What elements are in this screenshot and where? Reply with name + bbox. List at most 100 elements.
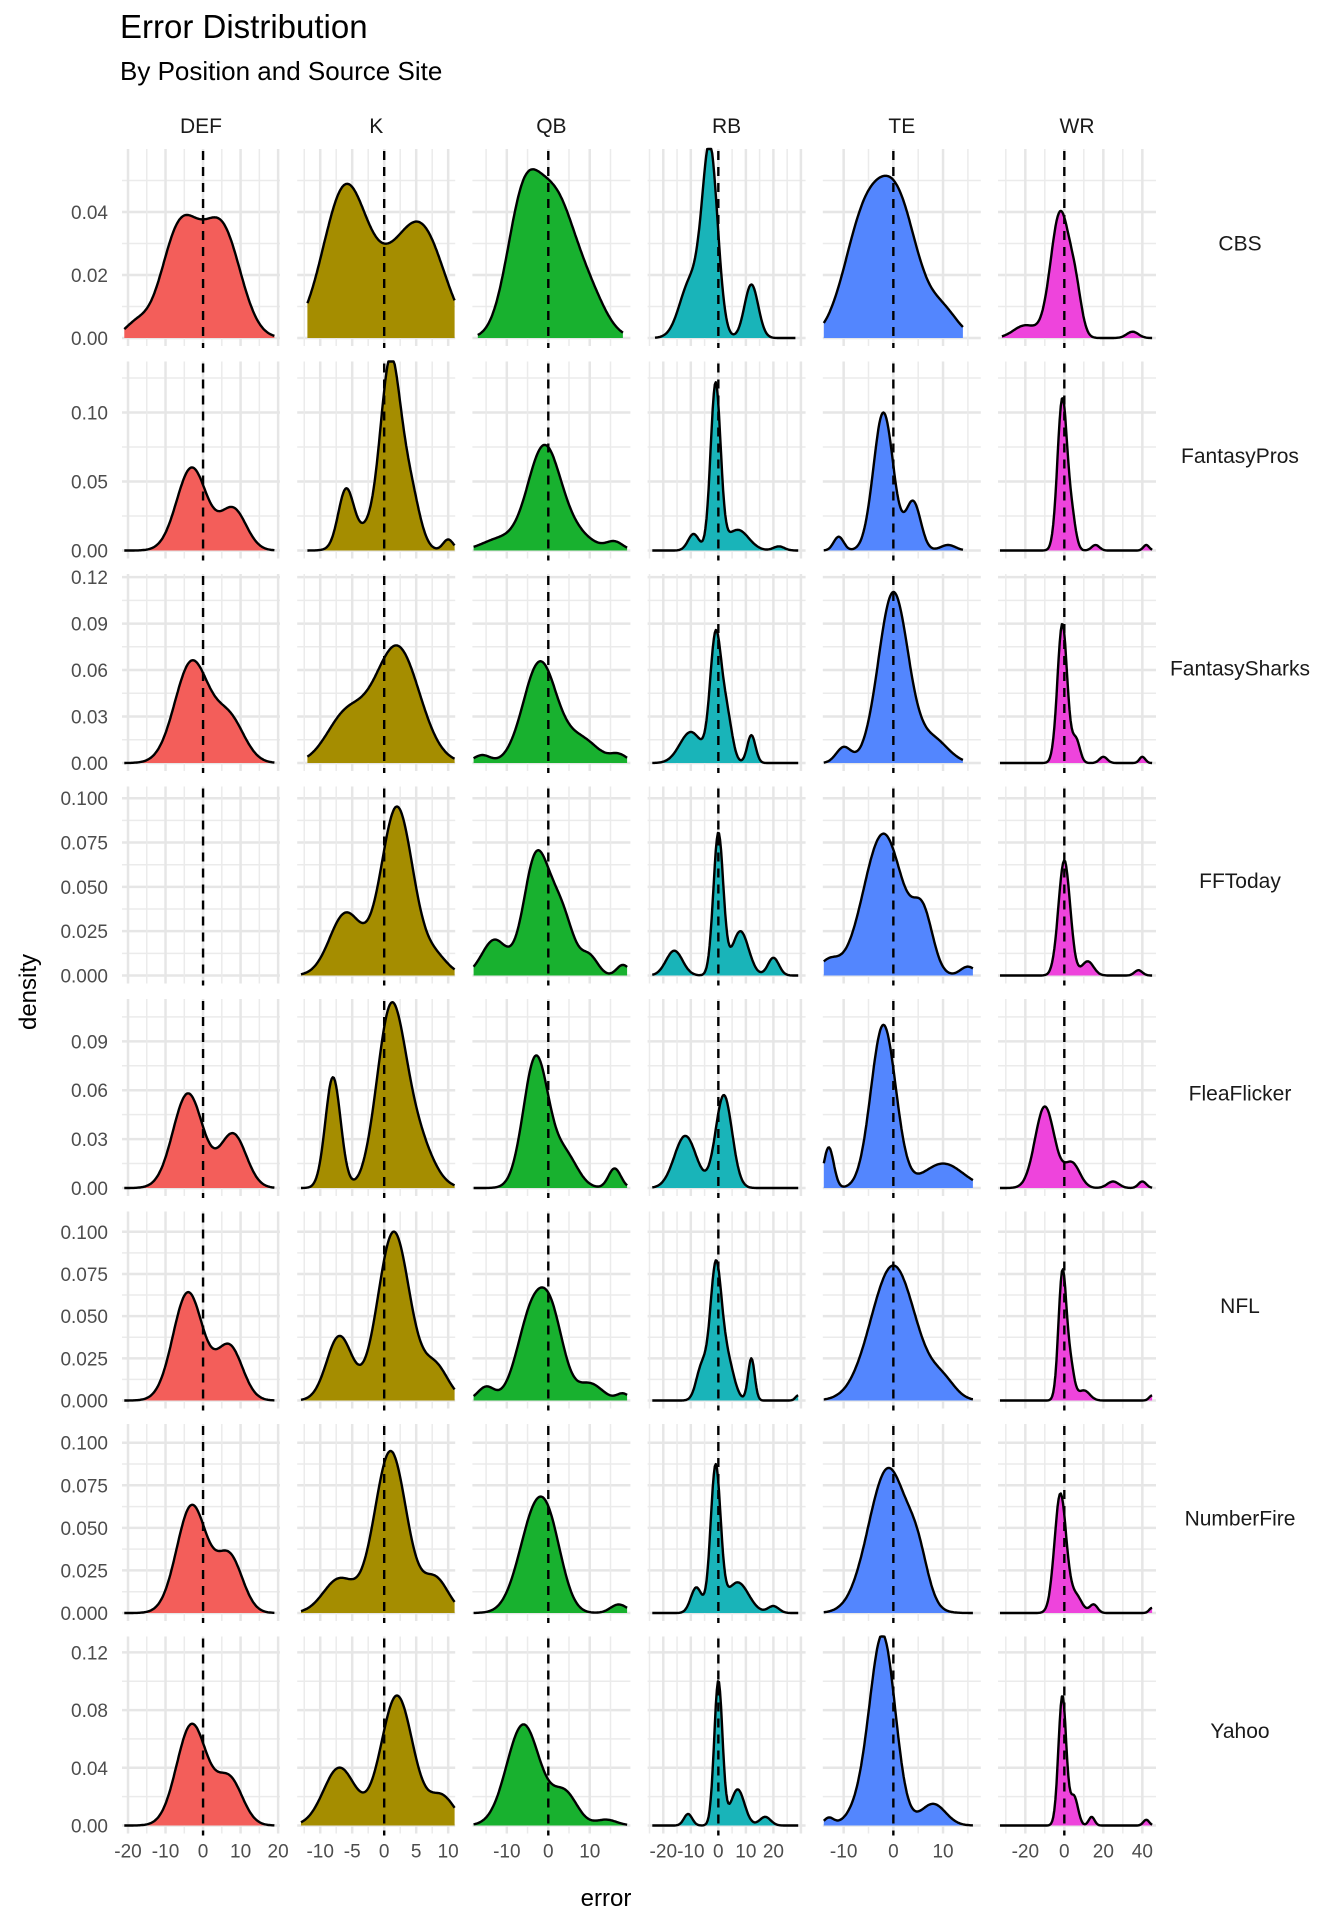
y-tick-label: 0.075: [60, 834, 108, 855]
facet-panel: [297, 999, 456, 1198]
density-line: [307, 360, 456, 552]
density-line: [999, 623, 1153, 765]
facet-panel: [297, 1636, 456, 1836]
density-line: [999, 1105, 1153, 1190]
column-strip-label: TE: [888, 115, 915, 138]
y-tick-label: 0.03: [71, 708, 108, 729]
facet-panel: [647, 147, 806, 348]
facet-panel: [647, 1211, 806, 1411]
x-tick-label: -20: [650, 1842, 677, 1863]
density-line: [124, 466, 275, 552]
density-area: [823, 833, 973, 976]
row-strip-label: FFToday: [1199, 870, 1281, 893]
chart-title: Error Distribution: [120, 8, 368, 45]
row-strip-label: CBS: [1218, 233, 1261, 256]
facet-panel: [297, 360, 456, 561]
y-tick-label: 0.000: [60, 967, 108, 988]
y-tick-label: 0.02: [71, 266, 108, 287]
density-area: [307, 361, 455, 551]
row-strip-label: FantasySharks: [1170, 658, 1310, 681]
facet-panel: [998, 1211, 1156, 1411]
y-axis-title: density: [15, 954, 42, 1030]
density-area: [473, 850, 628, 976]
density-line: [652, 1462, 799, 1615]
y-tick-label: 0.09: [71, 1032, 108, 1053]
facet-panel: [998, 1636, 1156, 1836]
density-line: [999, 1492, 1153, 1615]
y-tick-label: 0.050: [60, 1519, 108, 1540]
facet-panel: [822, 786, 981, 986]
density-area: [652, 1260, 799, 1401]
facet-panel: [998, 149, 1156, 348]
facet-panel: [822, 999, 981, 1198]
density-area: [473, 661, 628, 763]
density-area: [301, 1451, 455, 1613]
density-line: [124, 1290, 275, 1402]
density-area: [473, 1287, 628, 1401]
density-line: [300, 1230, 456, 1401]
density-line: [473, 1495, 628, 1615]
density-line: [652, 1680, 799, 1827]
facet-panel: [647, 1424, 806, 1623]
facet-panel: [998, 999, 1156, 1198]
density-area: [652, 382, 799, 551]
y-tick-label: 0.075: [60, 1476, 108, 1497]
density-line: [472, 660, 628, 760]
x-tick-label: -20: [114, 1842, 141, 1863]
density-area: [652, 1464, 799, 1613]
facet-panel: [297, 149, 456, 348]
facet-panel: [122, 1424, 280, 1623]
facet-panel: [647, 786, 806, 986]
density-line: [124, 1503, 275, 1615]
density-area: [652, 1681, 799, 1826]
facet-panel: [822, 574, 981, 773]
column-strip-label: K: [369, 115, 383, 138]
density-area: [1001, 210, 1153, 338]
y-tick-label: 0.12: [71, 1643, 108, 1664]
density-area: [823, 1024, 973, 1188]
x-tick-label: -20: [1012, 1842, 1039, 1863]
y-tick-label: 0.06: [71, 661, 108, 682]
chart-subtitle: By Position and Source Site: [120, 56, 443, 86]
facet-panel: [998, 361, 1156, 561]
density-line: [1001, 209, 1153, 340]
density-area: [655, 149, 796, 338]
x-tick-label: 0: [1059, 1842, 1070, 1863]
density-area: [124, 660, 275, 763]
facet-panel: [297, 574, 456, 773]
facet-panel: [647, 1636, 806, 1836]
density-line: [306, 644, 456, 760]
x-tick-label: -5: [344, 1842, 361, 1863]
density-line: [652, 628, 799, 765]
facet-panel: [472, 361, 631, 561]
x-tick-label: -10: [152, 1842, 179, 1863]
density-line: [124, 659, 275, 765]
density-line: [306, 182, 456, 304]
density-line: [652, 1093, 799, 1190]
x-tick-label: 10: [230, 1842, 251, 1863]
y-tick-label: 0.08: [71, 1701, 108, 1722]
x-axis-title: error: [581, 1885, 632, 1912]
x-tick-label: 10: [932, 1842, 953, 1863]
y-tick-label: 0.10: [71, 404, 108, 425]
density-line: [300, 1694, 456, 1824]
density-area: [124, 1292, 275, 1401]
density-area: [124, 467, 275, 551]
facet-panel: [472, 1636, 631, 1836]
facet-panel: [122, 786, 280, 986]
density-area: [477, 169, 623, 338]
density-line: [473, 1723, 628, 1826]
x-tick-label: 0: [379, 1842, 390, 1863]
facet-panel: [647, 361, 806, 561]
y-tick-label: 0.000: [60, 1604, 108, 1625]
density-area: [301, 1231, 455, 1401]
facet-panel: [297, 1211, 456, 1411]
facet-panel: [822, 1635, 981, 1836]
facet-panel: [297, 786, 456, 986]
column-strip-label: DEF: [180, 115, 222, 138]
y-tick-label: 0.025: [60, 1561, 108, 1582]
density-area: [823, 1467, 973, 1613]
facet-panel: [998, 1424, 1156, 1623]
x-tick-label: 20: [268, 1842, 289, 1863]
